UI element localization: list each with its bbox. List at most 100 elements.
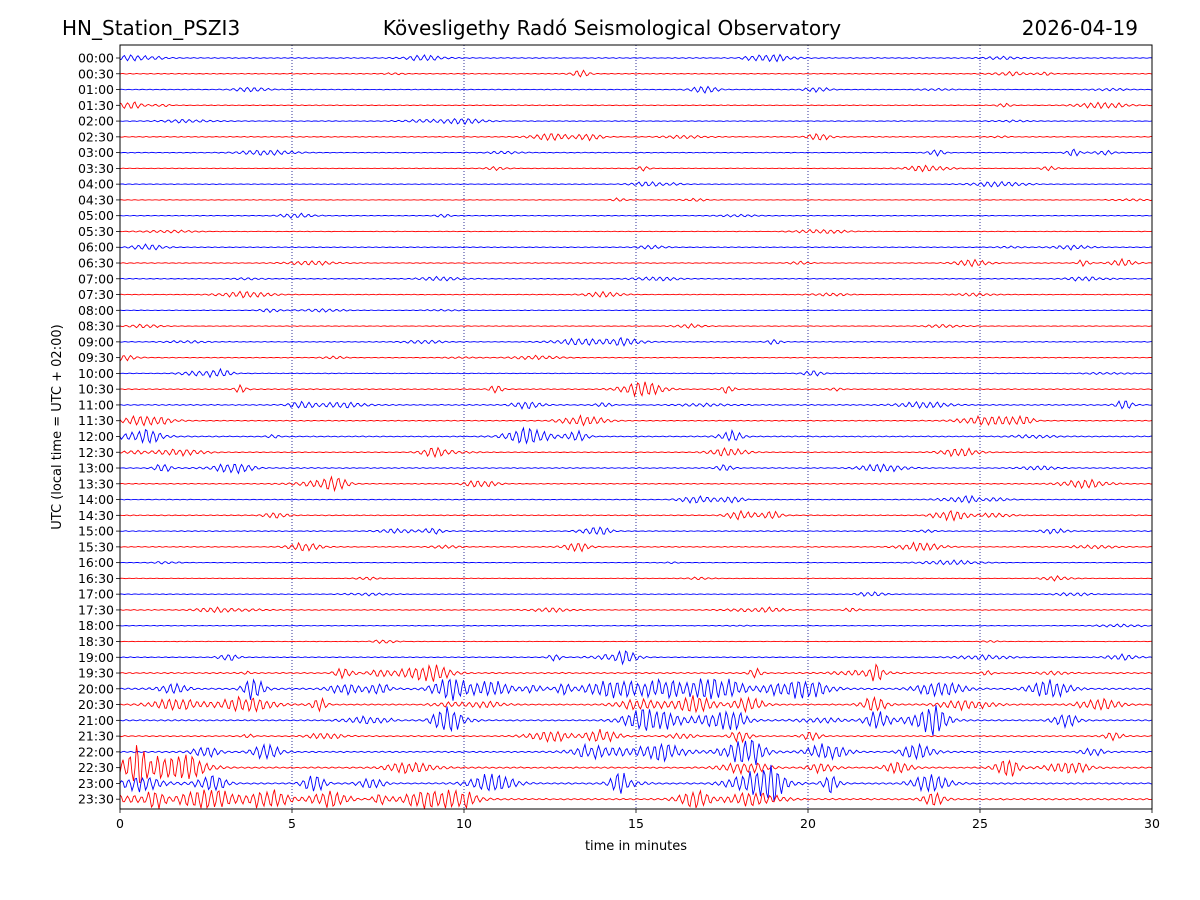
y-tick-label: 08:30	[78, 319, 114, 334]
trace-2300	[119, 764, 1153, 802]
y-tick-label: 23:30	[78, 792, 114, 807]
x-tick-labels: 0 5 10 15 20 25 30	[116, 809, 1160, 831]
trace-1400	[119, 494, 1153, 504]
x-tick-label: 0	[116, 816, 124, 831]
y-tick-label: 09:30	[78, 350, 114, 365]
y-tick-label: 05:30	[78, 224, 114, 239]
y-tick-label: 16:00	[78, 555, 114, 570]
y-tick-label: 10:00	[78, 366, 114, 381]
y-tick-label: 19:00	[78, 650, 114, 665]
y-tick-labels: 00:0000:3001:0001:3002:0002:3003:0003:30…	[78, 51, 120, 807]
y-tick-label: 11:00	[78, 397, 114, 412]
trace-2130	[119, 728, 1153, 744]
trace-0400	[119, 180, 1153, 188]
y-tick-label: 19:30	[78, 666, 114, 681]
y-tick-label: 04:30	[78, 192, 114, 207]
y-tick-label: 22:00	[78, 744, 114, 759]
trace-1900	[119, 649, 1153, 666]
trace-2030	[119, 695, 1153, 714]
trace-0700	[119, 275, 1153, 282]
y-tick-label: 14:00	[78, 492, 114, 507]
x-tick-label: 30	[1144, 816, 1160, 831]
trace-1630	[119, 575, 1153, 582]
y-tick-label: 10:30	[78, 382, 114, 397]
x-tick-label: 20	[800, 816, 816, 831]
y-tick-label: 08:00	[78, 303, 114, 318]
y-tick-label: 11:30	[78, 413, 114, 428]
y-tick-label: 09:00	[78, 334, 114, 349]
y-tick-label: 15:00	[78, 524, 114, 539]
trace-0430	[119, 197, 1153, 202]
y-tick-label: 14:30	[78, 508, 114, 523]
trace-1730	[119, 606, 1153, 614]
trace-2230	[119, 745, 1153, 783]
trace-0730	[119, 290, 1153, 299]
trace-0230	[119, 133, 1153, 142]
trace-0300	[119, 148, 1153, 157]
trace-2330	[119, 788, 1153, 810]
y-tick-label: 03:30	[78, 161, 114, 176]
y-tick-label: 21:00	[78, 713, 114, 728]
trace-1330	[119, 475, 1152, 493]
trace-0900	[119, 336, 1153, 347]
y-tick-label: 06:00	[78, 240, 114, 255]
trace-0200	[119, 118, 1153, 126]
y-tick-label: 02:30	[78, 129, 114, 144]
trace-1530	[119, 541, 1153, 553]
y-tick-label: 12:30	[78, 445, 114, 460]
y-tick-label: 12:00	[78, 429, 114, 444]
chart-title: Kövesligethy Radó Seismological Observat…	[383, 16, 841, 40]
station-name: HN_Station_PSZI3	[62, 16, 240, 40]
vertical-gridlines	[291, 45, 981, 809]
y-axis-label: UTC (local time = UTC + 02:00)	[50, 324, 65, 529]
trace-0000	[119, 53, 1153, 63]
y-tick-label: 15:30	[78, 539, 114, 554]
y-tick-label: 07:30	[78, 287, 114, 302]
plot-frame	[119, 44, 1153, 810]
y-tick-label: 04:00	[78, 177, 114, 192]
x-tick-label: 25	[972, 816, 988, 831]
y-tick-label: 20:00	[78, 681, 114, 696]
x-tick-label: 10	[456, 816, 472, 831]
trace-2100	[119, 705, 1153, 736]
trace-0330	[119, 164, 1153, 173]
x-axis-label: time in minutes	[585, 839, 687, 854]
trace-1430	[119, 509, 1153, 522]
plot-date: 2026-04-19	[1022, 16, 1138, 40]
y-tick-label: 18:30	[78, 634, 114, 649]
x-tick-label: 5	[288, 816, 296, 831]
x-tick-label: 15	[628, 816, 644, 831]
y-tick-label: 06:30	[78, 256, 114, 271]
trace-1930	[119, 663, 1153, 682]
y-tick-label: 00:30	[78, 66, 114, 81]
y-tick-label: 22:30	[78, 760, 114, 775]
y-tick-label: 16:30	[78, 571, 114, 586]
y-tick-label: 01:00	[78, 82, 114, 97]
trace-1130	[119, 414, 1153, 427]
y-tick-label: 23:00	[78, 776, 114, 791]
trace-0030	[119, 69, 1153, 78]
trace-1300	[119, 463, 1153, 475]
y-tick-label: 00:00	[78, 51, 114, 66]
trace-1800	[119, 623, 1153, 628]
seismogram-traces	[119, 53, 1153, 810]
y-tick-label: 01:30	[78, 98, 114, 113]
trace-1230	[119, 446, 1153, 459]
trace-2200	[119, 739, 1153, 765]
trace-1830	[119, 639, 1152, 644]
trace-2000	[119, 678, 1152, 701]
y-tick-label: 17:00	[78, 587, 114, 602]
trace-1030	[119, 381, 1153, 398]
y-tick-label: 13:30	[78, 476, 114, 491]
trace-1600	[119, 559, 1153, 566]
y-tick-label: 05:00	[78, 208, 114, 223]
trace-1200	[119, 426, 1153, 445]
y-tick-label: 07:00	[78, 271, 114, 286]
y-tick-label: 03:00	[78, 145, 114, 160]
trace-1100	[119, 400, 1153, 410]
trace-0830	[119, 322, 1153, 329]
trace-0600	[119, 243, 1153, 251]
y-tick-label: 13:00	[78, 461, 114, 476]
trace-0930	[119, 354, 1153, 363]
